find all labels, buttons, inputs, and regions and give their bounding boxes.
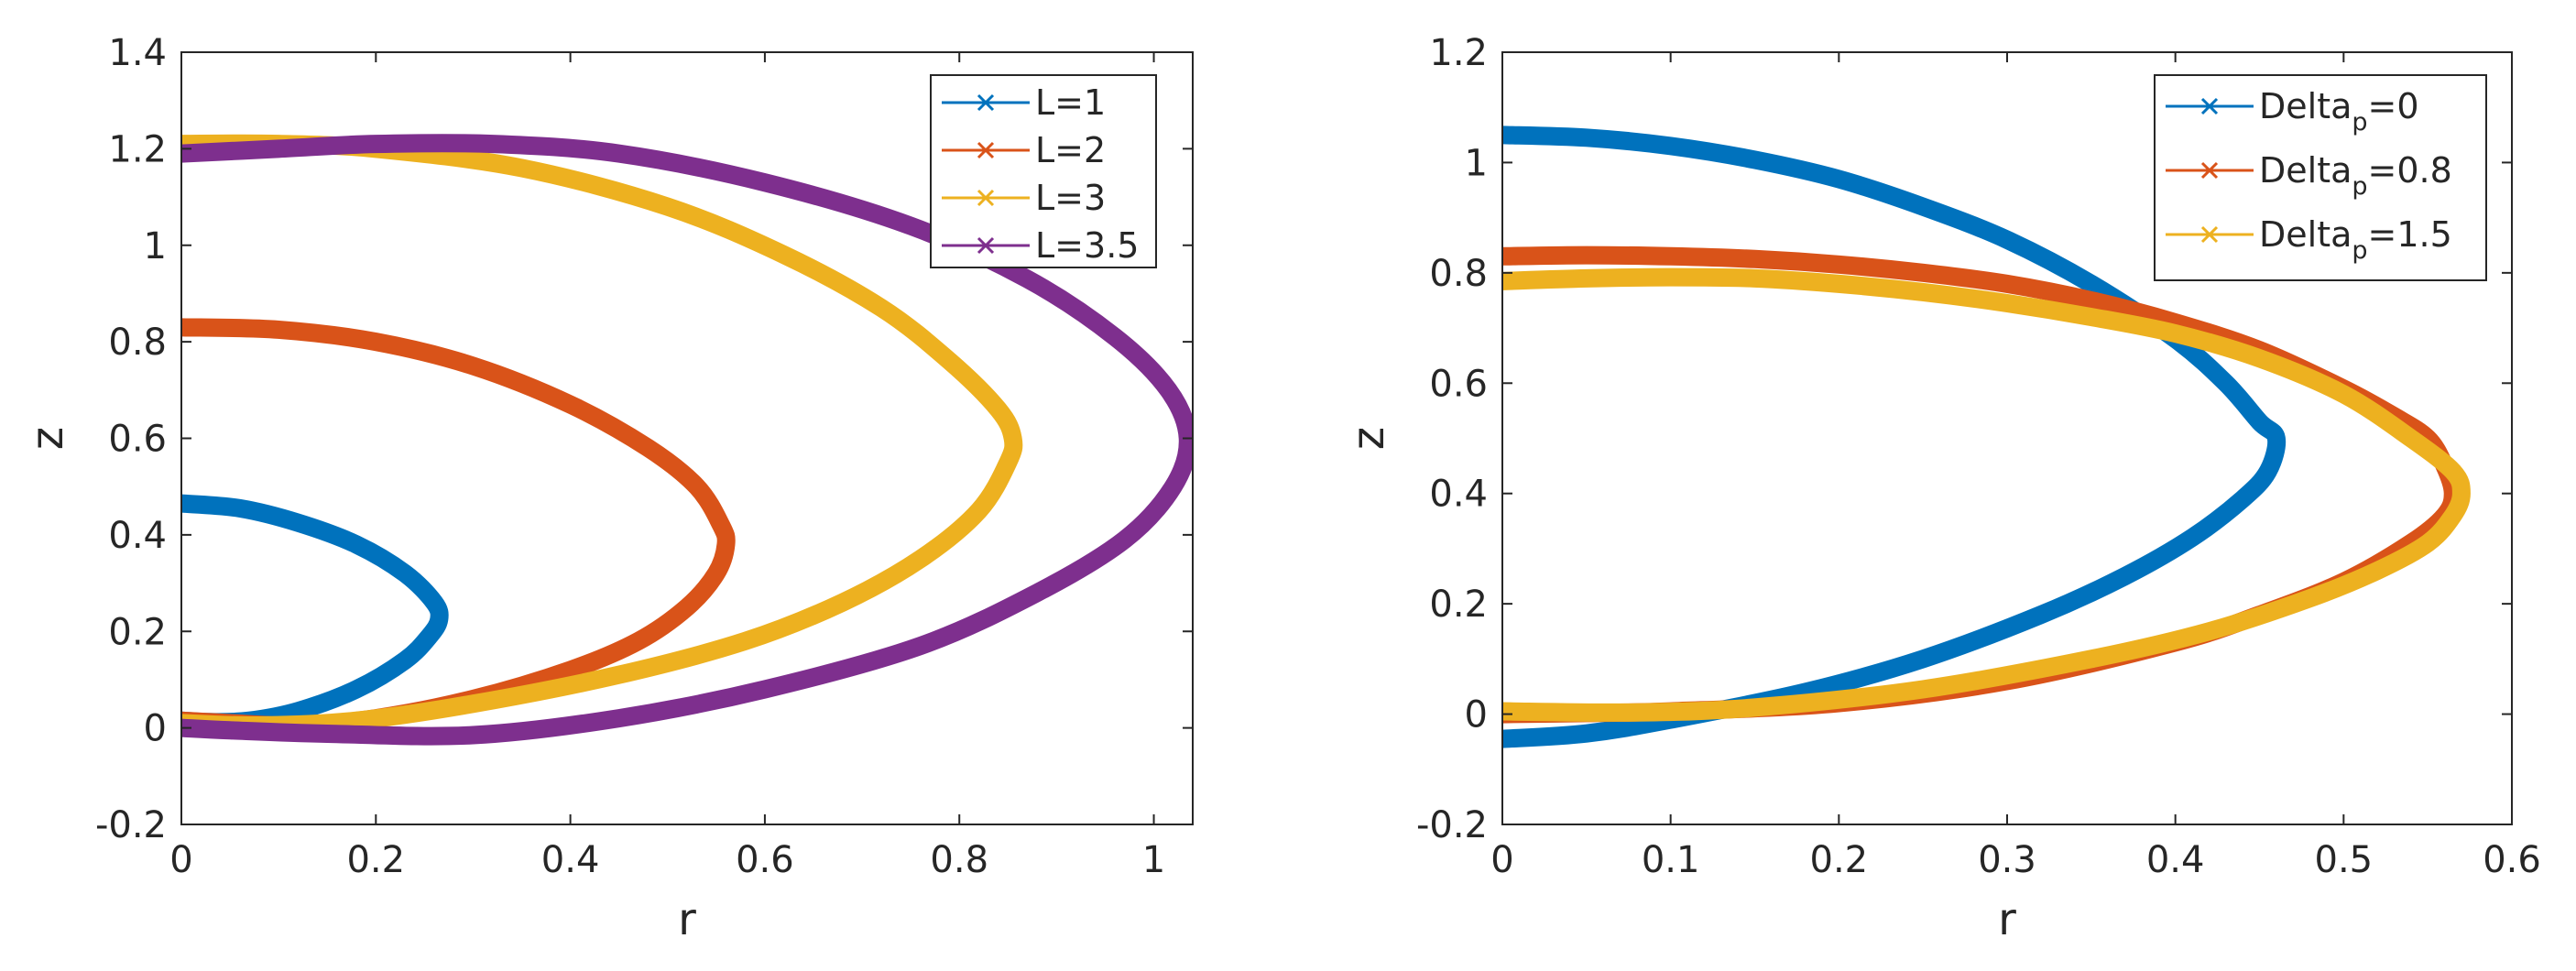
x-tick-label: 0 xyxy=(1490,839,1513,881)
legend-label: L=2 xyxy=(1035,130,1106,170)
legend-label: Deltap=1.5 xyxy=(2259,214,2452,265)
legend-label: L=3.5 xyxy=(1035,225,1139,266)
y-tick-label: 1 xyxy=(1465,142,1488,184)
x-tick-label: 1 xyxy=(1142,839,1165,881)
left-chart: 0 0.2 0.4 0.6 0.8 1-0.200.20.40.60.811.21.4rz… xyxy=(22,32,1194,945)
y-tick-label: 0 xyxy=(1465,694,1488,736)
series-marker xyxy=(181,319,191,336)
y-axis-label: z xyxy=(22,427,73,450)
legend-marker xyxy=(977,93,995,112)
legend-label: L=3 xyxy=(1035,178,1106,218)
y-tick-label: -0.2 xyxy=(95,804,167,846)
legend-label-main: Delta xyxy=(2259,150,2352,191)
legend-marker xyxy=(2200,97,2219,115)
x-axis-label: r xyxy=(1998,894,2016,945)
legend-label: Deltap=0.8 xyxy=(2259,150,2452,201)
y-tick-label: 0.8 xyxy=(1429,253,1488,295)
legend-label-subscript: p xyxy=(2352,108,2367,136)
series-marker xyxy=(181,495,191,512)
x-tick-label: 0 xyxy=(169,839,192,881)
legend-label: L=1 xyxy=(1035,82,1106,123)
legend-box xyxy=(930,74,1157,268)
y-tick-label: 0.2 xyxy=(1429,584,1488,626)
x-tick-label: 0.4 xyxy=(2146,839,2205,881)
series-line-l-3 xyxy=(181,134,1023,736)
x-tick-label: 0.6 xyxy=(736,839,794,881)
y-tick-label: 1.2 xyxy=(1429,32,1488,74)
legend-label-tail: =1.5 xyxy=(2368,214,2452,255)
y-tick-label: 0 xyxy=(144,708,167,750)
series-marker xyxy=(181,719,191,736)
legend-label-tail: =0 xyxy=(2368,86,2419,126)
series-marker xyxy=(1502,247,1512,265)
series-group xyxy=(1502,125,2471,748)
series-line-delta-p-1-5 xyxy=(1502,267,2471,722)
x-tick-label: 0.3 xyxy=(1978,839,2036,881)
x-tick-label: 0.2 xyxy=(346,839,405,881)
y-tick-label: 0.6 xyxy=(1429,363,1488,405)
x-tick-label: 0.6 xyxy=(2483,839,2541,881)
series-marker xyxy=(1502,126,1512,144)
y-axis-label: z xyxy=(1343,427,1394,450)
right-chart: 0 0.1 0.2 0.3 0.4 0.5 0.6-0.200.20.40.60.811.2… xyxy=(1343,32,2541,945)
y-tick-label: 0.8 xyxy=(108,322,167,364)
y-tick-label: 0.4 xyxy=(108,515,167,557)
y-tick-label: 0.4 xyxy=(1429,474,1488,516)
x-tick-label: 0.1 xyxy=(1642,839,1700,881)
y-tick-label: 1.4 xyxy=(108,32,167,74)
series-marker xyxy=(1502,272,1512,289)
y-tick-label: 1 xyxy=(144,225,167,267)
legend-marker xyxy=(977,189,995,207)
legend-label-tail: =0.8 xyxy=(2368,150,2452,191)
y-tick-label: 0.2 xyxy=(108,611,167,653)
x-tick-label: 0.8 xyxy=(930,839,988,881)
legend-box xyxy=(2154,74,2487,281)
legend-marker xyxy=(2200,161,2219,180)
y-tick-label: -0.2 xyxy=(1416,804,1488,846)
legend-marker xyxy=(2200,225,2219,244)
x-tick-label: 0.5 xyxy=(2315,839,2374,881)
y-tick-label: 1.2 xyxy=(108,128,167,170)
series-marker xyxy=(1502,730,1512,747)
series-marker xyxy=(1502,703,1512,720)
series-line-delta-p-0 xyxy=(1502,125,2287,748)
legend-label-subscript: p xyxy=(2352,236,2367,265)
legend-label-main: Delta xyxy=(2259,214,2352,255)
x-tick-label: 0.2 xyxy=(1810,839,1869,881)
legend-marker xyxy=(977,236,995,255)
legend: L=1 L=2 L=3 L=3.5 xyxy=(930,74,1157,268)
legend-label-main: Delta xyxy=(2259,86,2352,126)
legend-label: Deltap=0 xyxy=(2259,86,2419,136)
x-axis-label: r xyxy=(678,894,696,945)
y-tick-label: 0.6 xyxy=(108,419,167,461)
x-tick-label: 0.4 xyxy=(541,839,600,881)
legend-label-subscript: p xyxy=(2352,172,2367,201)
legend-marker xyxy=(977,141,995,159)
